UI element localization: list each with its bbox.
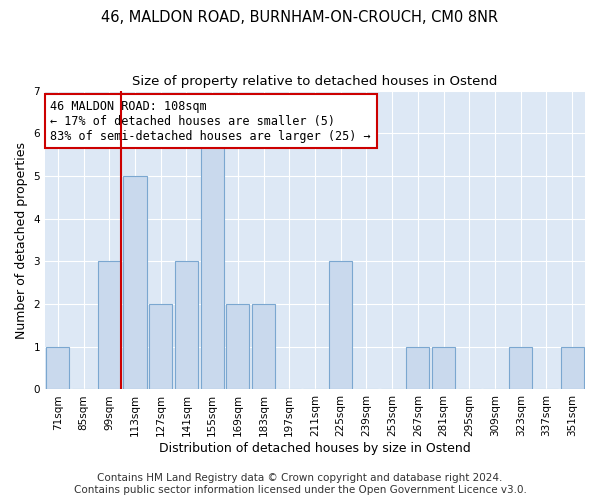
Text: 46 MALDON ROAD: 108sqm
← 17% of detached houses are smaller (5)
83% of semi-deta: 46 MALDON ROAD: 108sqm ← 17% of detached… (50, 100, 371, 142)
Bar (432, 347, 455, 390)
Bar (98, 262, 121, 390)
Bar (200, 134, 224, 390)
Bar (149, 304, 172, 390)
Text: 46, MALDON ROAD, BURNHAM-ON-CROUCH, CM0 8NR: 46, MALDON ROAD, BURNHAM-ON-CROUCH, CM0 … (101, 10, 499, 25)
Bar (560, 347, 584, 390)
Title: Size of property relative to detached houses in Ostend: Size of property relative to detached ho… (133, 75, 498, 88)
Bar (406, 347, 430, 390)
Text: Contains HM Land Registry data © Crown copyright and database right 2024.
Contai: Contains HM Land Registry data © Crown c… (74, 474, 526, 495)
Y-axis label: Number of detached properties: Number of detached properties (15, 142, 28, 338)
X-axis label: Distribution of detached houses by size in Ostend: Distribution of detached houses by size … (159, 442, 471, 455)
Bar (226, 304, 250, 390)
Bar (252, 304, 275, 390)
Bar (329, 262, 352, 390)
Bar (124, 176, 146, 390)
Bar (509, 347, 532, 390)
Bar (175, 262, 198, 390)
Bar (46, 347, 70, 390)
